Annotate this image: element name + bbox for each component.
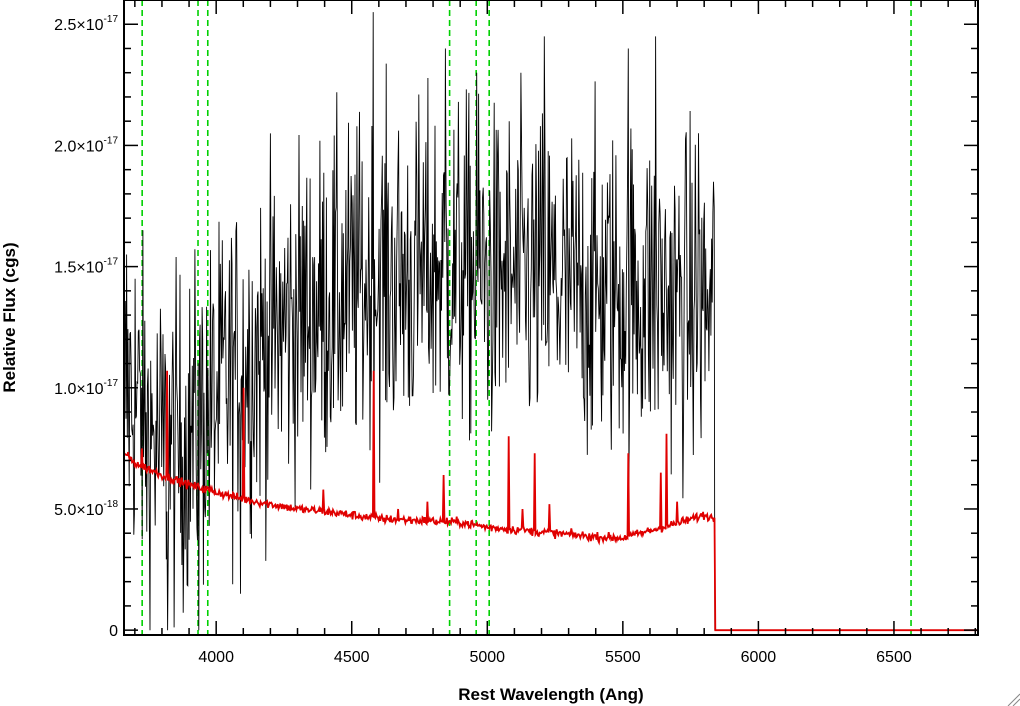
y-tick-mantissa: 2.0×10	[54, 138, 103, 155]
x-tick-label: 6500	[876, 649, 912, 666]
axis-ticks	[124, 0, 978, 635]
resize-grip-icon[interactable]	[1007, 693, 1020, 706]
y-tick-mantissa: 1.5×10	[54, 260, 103, 277]
y-tick-exponent: -18	[104, 499, 119, 510]
y-tick-mantissa: 5.0×10	[54, 502, 103, 519]
model-spectrum-line	[123, 370, 978, 632]
y-tick-labels: 05.0×10-181.0×10-171.5×10-172.0×10-172.5…	[54, 14, 118, 640]
observed-spectrum-line	[123, 12, 716, 631]
x-tick-labels: 4000 4500 5000 5500 6000 6500	[198, 649, 911, 666]
y-tick-mantissa: 1.0×10	[54, 381, 103, 398]
x-tick-label: 5000	[469, 649, 505, 666]
y-tick-exponent: -17	[104, 14, 119, 25]
y-tick-mantissa: 0	[109, 623, 118, 640]
y-tick-label: 2.5×10-17	[54, 14, 118, 34]
y-tick-label: 1.5×10-17	[54, 257, 118, 277]
y-tick-mantissa: 2.5×10	[54, 17, 103, 34]
y-tick-exponent: -17	[104, 257, 119, 268]
x-axis-title: Rest Wavelength (Ang)	[458, 685, 643, 704]
y-tick-label: 2.0×10-17	[54, 135, 118, 155]
x-tick-label: 4000	[198, 649, 234, 666]
x-tick-label: 6000	[741, 649, 777, 666]
x-tick-label: 5500	[605, 649, 641, 666]
y-axis-title: Relative Flux (cgs)	[0, 242, 19, 392]
y-tick-exponent: -17	[104, 378, 119, 389]
model-spectrum-series	[123, 370, 978, 632]
y-tick-label: 1.0×10-17	[54, 378, 118, 398]
observed-spectrum-series	[123, 12, 716, 631]
y-tick-label: 0	[109, 623, 118, 640]
plot-frame	[123, 0, 979, 636]
y-tick-exponent: -17	[104, 135, 119, 146]
y-tick-label: 5.0×10-18	[54, 499, 118, 519]
x-tick-label: 4500	[334, 649, 370, 666]
